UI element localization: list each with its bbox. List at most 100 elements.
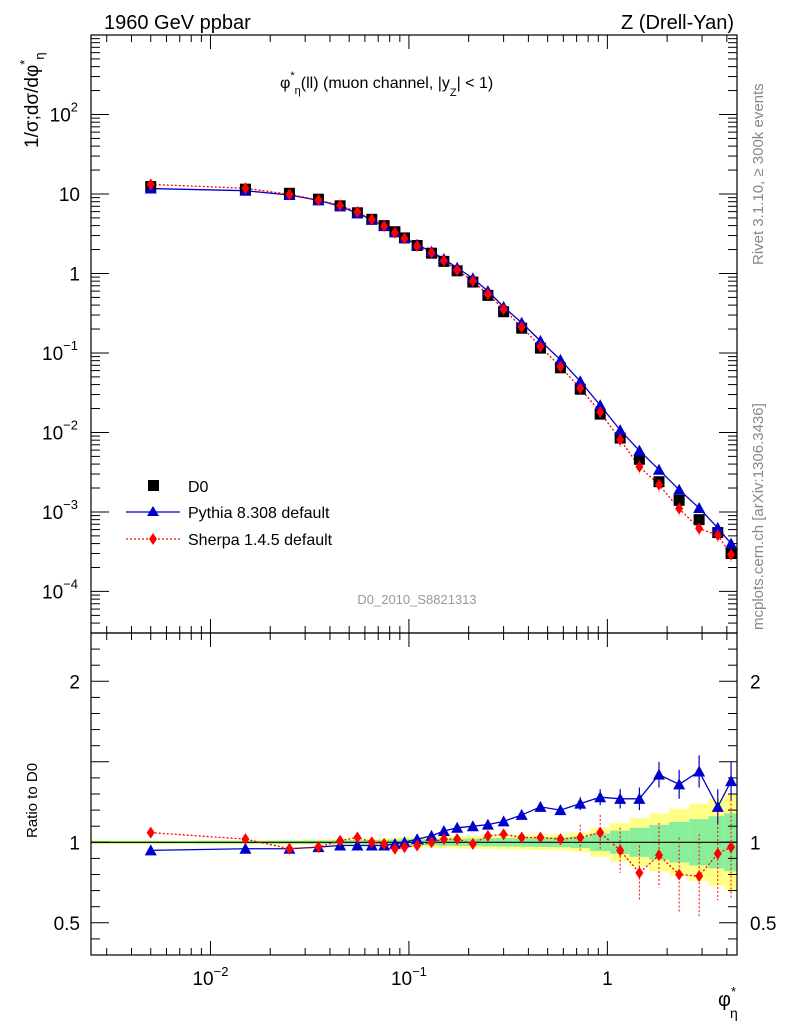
main-y-axis-label: 1/σ;dσ/dφ*η (17, 52, 47, 148)
sherpa-point (727, 548, 736, 561)
sherpa-ratio-point (727, 841, 736, 854)
sherpa-point (576, 382, 585, 395)
sherpa-ratio-point (596, 826, 605, 839)
ratio-y-axis-label: Ratio to D0 (24, 763, 41, 838)
sherpa-ratio-point (713, 847, 722, 860)
sherpa-ratio-point (468, 837, 477, 850)
pythia-point (633, 444, 646, 456)
ratio-plot-frame (90, 632, 738, 956)
y-tick-label: 10−2 (42, 417, 78, 444)
mcplots-label: mcplots.cern.ch [arXiv:1306.3436] (750, 403, 767, 630)
sherpa-point (439, 254, 448, 267)
sherpa-ratio-point (336, 834, 345, 847)
legend-marker-sherpa (149, 533, 157, 545)
d0-point (693, 514, 705, 526)
pythia-ratio-point (534, 800, 547, 812)
y-tick-label: 10−4 (42, 576, 78, 603)
pythia-ratio-point (594, 791, 607, 803)
sherpa-ratio-point (390, 842, 399, 855)
pythia-ratio-point (673, 778, 686, 790)
pythia-ratio-point (652, 768, 665, 780)
sherpa-ratio-point (536, 831, 545, 844)
y-tick-label: 10−3 (42, 497, 78, 524)
pythia-ratio-point (515, 808, 528, 820)
pythia-line (150, 187, 732, 544)
pythia-ratio-point (725, 775, 738, 787)
sherpa-point (468, 275, 477, 288)
header-left: 1960 GeV ppbar (104, 12, 251, 34)
sherpa-ratio-point (556, 833, 565, 846)
pythia-ratio-point (693, 765, 706, 777)
main-plot-panel: 102 10 1 10−1 10−2 10−3 10−4 (42, 34, 738, 955)
sherpa-point (390, 226, 399, 239)
sherpa-point (453, 264, 462, 277)
sherpa-point (695, 522, 704, 535)
ratio-y-tick-label: 1 (69, 833, 80, 854)
y-tick-label: 1 (69, 264, 80, 285)
pythia-point (574, 375, 587, 387)
pythia-ratio-point (437, 825, 450, 837)
pythia-point (693, 502, 706, 514)
sherpa-ratio-point (635, 866, 644, 879)
sherpa-ratio-point (439, 833, 448, 846)
legend-marker-d0 (148, 480, 159, 491)
sherpa-point (314, 194, 323, 207)
sherpa-point (367, 213, 376, 226)
sherpa-ratio-point (654, 849, 663, 862)
pythia-point (652, 463, 665, 475)
d0-point (633, 453, 645, 465)
sherpa-point (353, 205, 362, 218)
sherpa-ratio-point (400, 841, 409, 854)
pythia-point (554, 353, 567, 365)
pythia-ratio-point (497, 815, 510, 827)
pythia-ratio-point (574, 797, 587, 809)
sherpa-ratio-point (427, 836, 436, 849)
sherpa-point (654, 478, 663, 491)
sherpa-point (499, 303, 508, 316)
pythia-ratio-point (239, 842, 252, 854)
sherpa-ratio-point (453, 833, 462, 846)
pythia-point (673, 483, 686, 495)
legend-label-d0: D0 (188, 479, 209, 496)
pythia-point (725, 537, 738, 549)
legend-marker-pythia (147, 506, 159, 516)
sherpa-point (713, 529, 722, 542)
sherpa-point (556, 360, 565, 373)
ratio-y-tick-label: 0.5 (54, 914, 80, 935)
sherpa-line (150, 183, 732, 556)
sherpa-ratio-point (695, 870, 704, 883)
sherpa-ratio-point (380, 837, 389, 850)
pythia-ratio-point (351, 839, 364, 851)
watermark: D0_2010_S8821313 (357, 592, 476, 607)
sherpa-ratio-point (367, 836, 376, 849)
rivet-label: Rivet 3.1.10, ≥ 300k events (750, 83, 767, 265)
sherpa-point (596, 406, 605, 419)
sherpa-ratio-point (285, 842, 294, 855)
sherpa-point (635, 460, 644, 473)
pythia-ratio-point (554, 804, 567, 816)
plot-title: φ*η(ll) (muon channel, |yZ| < 1) (280, 70, 493, 99)
ratio-y-tick-label-right: 2 (750, 672, 761, 693)
sherpa-ratio-point (314, 841, 323, 854)
sherpa-point (336, 199, 345, 212)
pythia-point (711, 521, 724, 533)
pythia-ratio-point (711, 800, 724, 812)
y-tick-label: 10−1 (42, 338, 78, 365)
y-tick-label: 102 (50, 99, 78, 126)
pythia-ratio-point (466, 820, 479, 832)
sherpa-point (483, 288, 492, 301)
x-tick-label: 10−1 (391, 964, 427, 990)
sherpa-point (536, 340, 545, 353)
pythia-ratio-point (481, 818, 494, 830)
sherpa-ratio-point (241, 833, 250, 846)
sherpa-ratio-point (353, 831, 362, 844)
pythia-point (594, 399, 607, 411)
ratio-y-tick-label: 2 (69, 672, 80, 693)
legend: D0 Pythia 8.308 default Sherpa 1.4.5 def… (126, 479, 333, 549)
pythia-point (534, 334, 547, 346)
sherpa-ratio-point (616, 844, 625, 857)
ratio-y-tick-label-right: 0.5 (750, 914, 776, 935)
pythia-ratio-point (425, 829, 438, 841)
ratio-y-tick-label-right: 1 (750, 833, 761, 854)
sherpa-ratio-point (576, 831, 585, 844)
